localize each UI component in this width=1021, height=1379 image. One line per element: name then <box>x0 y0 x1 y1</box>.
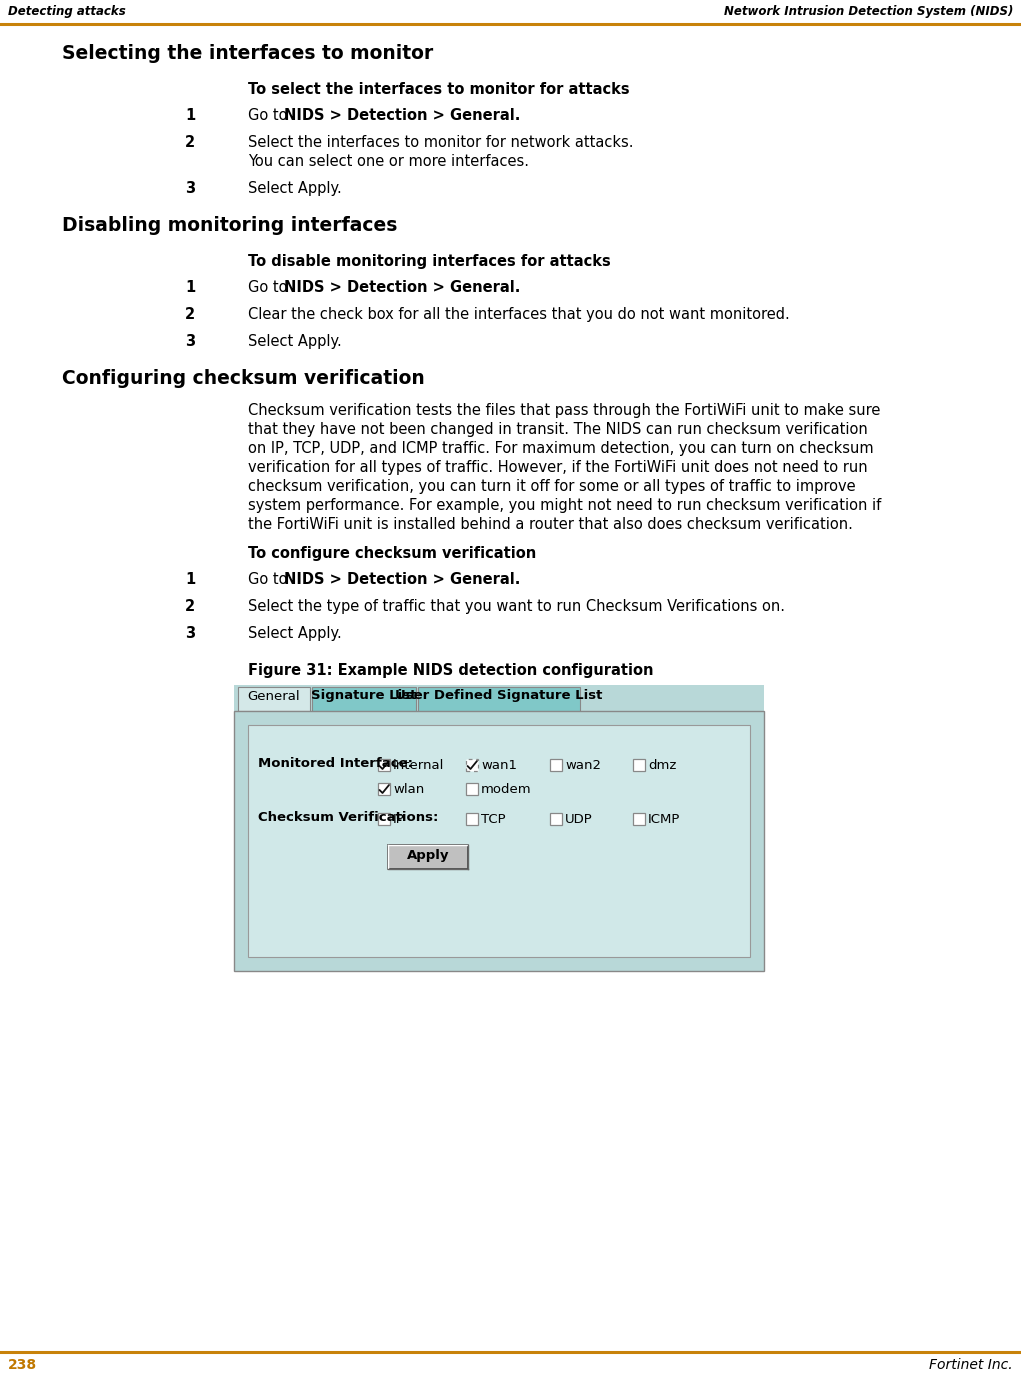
Bar <box>234 685 764 971</box>
Text: wan2: wan2 <box>565 758 601 772</box>
FancyBboxPatch shape <box>238 687 310 712</box>
Bar <box>388 845 468 869</box>
Text: IP: IP <box>393 814 404 826</box>
Text: TCP: TCP <box>481 814 505 826</box>
Text: Select the type of traffic that you want to run Checksum Verifications on.: Select the type of traffic that you want… <box>248 598 785 614</box>
Text: User Defined Signature List: User Defined Signature List <box>395 690 602 702</box>
Text: Checksum verification tests the files that pass through the FortiWiFi unit to ma: Checksum verification tests the files th… <box>248 403 880 418</box>
Bar <box>550 758 562 771</box>
Text: Checksum Verifications:: Checksum Verifications: <box>258 811 438 825</box>
Text: Select Apply.: Select Apply. <box>248 626 342 641</box>
Bar <box>633 758 645 771</box>
Text: Select the interfaces to monitor for network attacks.: Select the interfaces to monitor for net… <box>248 135 633 150</box>
Text: You can select one or more interfaces.: You can select one or more interfaces. <box>248 154 529 170</box>
Text: NIDS > Detection > General.: NIDS > Detection > General. <box>284 572 521 587</box>
Text: NIDS > Detection > General.: NIDS > Detection > General. <box>284 108 521 123</box>
Text: Figure 31: Example NIDS detection configuration: Figure 31: Example NIDS detection config… <box>248 663 653 678</box>
Text: 3: 3 <box>185 334 195 349</box>
Text: verification for all types of traffic. However, if the FortiWiFi unit does not n: verification for all types of traffic. H… <box>248 461 868 474</box>
Text: on IP, TCP, UDP, and ICMP traffic. For maximum detection, you can turn on checks: on IP, TCP, UDP, and ICMP traffic. For m… <box>248 441 874 456</box>
Text: Select Apply.: Select Apply. <box>248 181 342 196</box>
FancyBboxPatch shape <box>418 687 580 713</box>
Text: Go to: Go to <box>248 280 292 295</box>
Bar <box>378 783 390 796</box>
Text: Clear the check box for all the interfaces that you do not want monitored.: Clear the check box for all the interfac… <box>248 308 790 323</box>
Text: that they have not been changed in transit. The NIDS can run checksum verificati: that they have not been changed in trans… <box>248 422 868 437</box>
Text: 3: 3 <box>185 181 195 196</box>
Text: To disable monitoring interfaces for attacks: To disable monitoring interfaces for att… <box>248 254 611 269</box>
Text: 2: 2 <box>185 308 195 323</box>
Text: Configuring checksum verification: Configuring checksum verification <box>62 370 425 387</box>
Text: the FortiWiFi unit is installed behind a router that also does checksum verifica: the FortiWiFi unit is installed behind a… <box>248 517 853 532</box>
Bar <box>378 758 390 771</box>
Text: wlan: wlan <box>393 783 425 796</box>
Bar <box>466 814 478 825</box>
Text: modem: modem <box>481 783 532 796</box>
Bar <box>234 712 764 971</box>
Text: ICMP: ICMP <box>648 814 680 826</box>
Text: Disabling monitoring interfaces: Disabling monitoring interfaces <box>62 217 397 234</box>
Text: 2: 2 <box>185 598 195 614</box>
Bar <box>248 725 750 957</box>
Text: system performance. For example, you might not need to run checksum verification: system performance. For example, you mig… <box>248 498 881 513</box>
Text: Apply: Apply <box>406 849 449 862</box>
Text: Go to: Go to <box>248 572 292 587</box>
Text: 1: 1 <box>185 280 195 295</box>
Text: NIDS > Detection > General.: NIDS > Detection > General. <box>284 280 521 295</box>
Text: checksum verification, you can turn it off for some or all types of traffic to i: checksum verification, you can turn it o… <box>248 479 856 494</box>
FancyBboxPatch shape <box>312 687 416 713</box>
Bar <box>550 814 562 825</box>
Text: wan1: wan1 <box>481 758 517 772</box>
Text: 2: 2 <box>185 135 195 150</box>
Text: UDP: UDP <box>565 814 593 826</box>
Bar <box>633 814 645 825</box>
Text: dmz: dmz <box>648 758 676 772</box>
Text: Signature List: Signature List <box>311 690 417 702</box>
Text: To select the interfaces to monitor for attacks: To select the interfaces to monitor for … <box>248 81 630 97</box>
Text: Network Intrusion Detection System (NIDS): Network Intrusion Detection System (NIDS… <box>724 6 1013 18</box>
Text: To configure checksum verification: To configure checksum verification <box>248 546 536 561</box>
Text: 3: 3 <box>185 626 195 641</box>
Text: internal: internal <box>393 758 444 772</box>
Text: Go to: Go to <box>248 108 292 123</box>
Text: Fortinet Inc.: Fortinet Inc. <box>929 1358 1013 1372</box>
Bar <box>466 783 478 796</box>
Text: Monitored Interface:: Monitored Interface: <box>258 757 414 769</box>
Text: 1: 1 <box>185 572 195 587</box>
Text: Detecting attacks: Detecting attacks <box>8 6 126 18</box>
Text: Select Apply.: Select Apply. <box>248 334 342 349</box>
Text: Selecting the interfaces to monitor: Selecting the interfaces to monitor <box>62 44 433 63</box>
Text: General: General <box>248 690 300 703</box>
Bar <box>378 814 390 825</box>
Bar <box>466 758 478 771</box>
Text: 1: 1 <box>185 108 195 123</box>
Text: 238: 238 <box>8 1358 37 1372</box>
